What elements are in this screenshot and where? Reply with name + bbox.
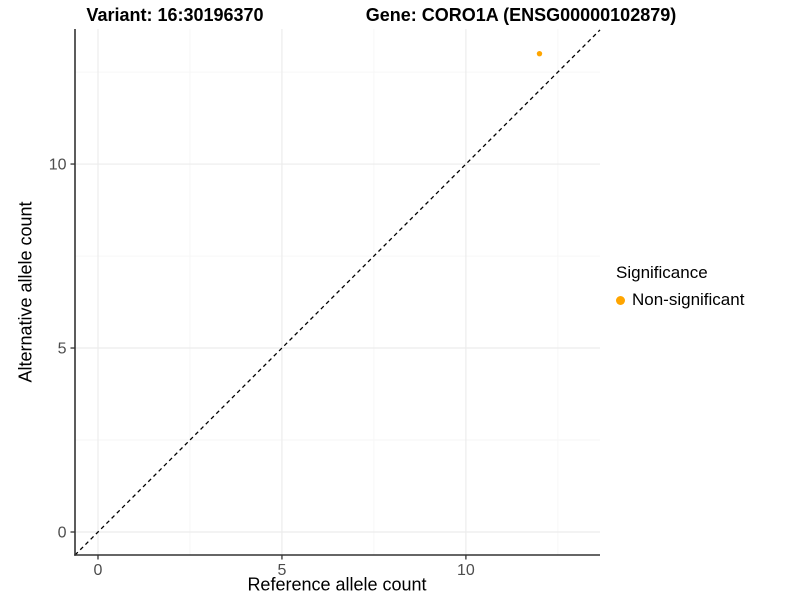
legend: Significance Non-significant [616,263,744,310]
x-axis-title: Reference allele count [247,574,427,595]
legend-items: Non-significant [616,290,744,310]
y-tick-label: 5 [58,341,67,358]
y-tick-label: 0 [58,525,67,542]
legend-dot-icon [616,295,625,305]
x-tick-label: 0 [94,562,103,579]
data-point [536,50,543,57]
legend-item-label: Non-significant [632,290,745,309]
x-tick-label: 5 [277,562,286,579]
x-tick-label: 10 [457,562,475,579]
legend-item: Non-significant [616,290,744,310]
y-axis-title: Alternative allele count [15,201,36,383]
plot-title-gene: Gene: CORO1A (ENSG00000102879) [365,5,677,25]
plot-title-variant: Variant: 16:30196370 [86,5,264,25]
y-tick-label: 10 [49,157,67,174]
identity-line [74,29,601,556]
legend-title: Significance [616,263,708,282]
